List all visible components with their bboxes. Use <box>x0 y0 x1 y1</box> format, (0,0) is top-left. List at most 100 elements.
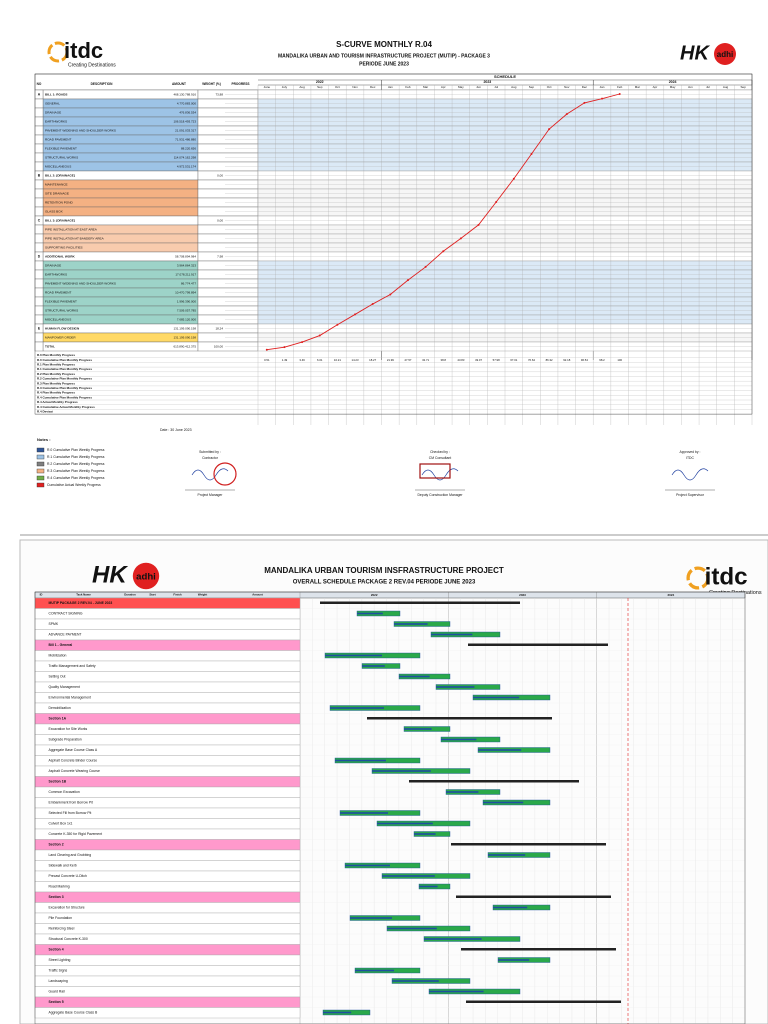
task-name: Landscaping <box>49 979 68 983</box>
task-name: Setting Out <box>49 675 66 679</box>
progress-row-label: R.4 Deviasi <box>37 410 53 414</box>
row-description: MAINTENANCE <box>45 182 68 186</box>
logo-circle <box>714 43 736 65</box>
row-amount: 7.685.120.000 <box>177 317 197 321</box>
signature-title: Project Supervisor <box>676 493 705 497</box>
s-curve-point <box>618 93 621 95</box>
task-name: Excavation for Structure <box>49 906 85 910</box>
gantt-progress <box>362 665 385 667</box>
gantt-progress <box>399 675 430 678</box>
s-curve-point <box>512 177 515 180</box>
signature-role: Checked by : <box>430 450 450 454</box>
month-label: Apr <box>441 85 446 89</box>
progress-value: 49.07 <box>475 358 482 362</box>
task-name: Section 1B <box>49 780 67 784</box>
row-description-cell <box>42 260 199 271</box>
row-description: EARTHWORKS <box>45 119 67 123</box>
row-description: BILL 1: ROADS <box>45 92 67 96</box>
gantt-row <box>34 923 301 935</box>
row-weight: 0,00 <box>217 218 223 222</box>
month-label: Aug <box>299 85 305 89</box>
row-description: MISCELLANEOUS <box>45 317 71 321</box>
row-amount: 131.199.090.198 <box>173 326 196 330</box>
gantt-progress <box>441 738 477 741</box>
logo-text: itdc <box>705 563 748 590</box>
legend-label: R.1 Cumulative Plan Weekly Progress <box>47 455 105 459</box>
task-name: Bill 1 - General <box>49 643 73 647</box>
gantt-progress <box>394 623 428 625</box>
gantt-progress <box>355 969 394 972</box>
row-description: EARTHWORKS <box>45 272 67 276</box>
row-amount: 4.972.531.174 <box>177 164 197 168</box>
progress-row-label: R.4 Actual Monthly Progress <box>37 400 78 404</box>
month-label: July <box>282 85 288 89</box>
row-description: GENERAL <box>45 101 60 105</box>
month-label: Sep <box>529 85 535 89</box>
row-cell <box>34 125 44 136</box>
progress-row-label: R.1 Plan Monthly Progress <box>37 363 75 367</box>
s-curve-point <box>442 250 445 253</box>
row-cell <box>34 332 44 343</box>
row-description: GLASS BOX <box>45 209 63 213</box>
row-cell <box>34 314 44 325</box>
signature-title: Deputy Construction Manager <box>417 493 463 497</box>
month-label: May <box>458 85 464 89</box>
title: S-CURVE MONTHLY R.04 <box>336 40 432 49</box>
column-header: PROGRESS <box>231 82 249 86</box>
logo-name: adhi <box>136 572 156 583</box>
month-label: Jul <box>706 85 710 89</box>
column-header: DESCRIPTION <box>91 82 113 86</box>
month-label: June <box>264 85 271 89</box>
gantt-column-header: Task Name <box>76 593 91 597</box>
s-curve-point <box>283 346 286 349</box>
table-header <box>34 73 753 91</box>
column-header: WEIGHT (%) <box>202 82 221 86</box>
progress-row-label: R.0 Cumulative Plan Monthly Progress <box>37 358 92 362</box>
gantt-progress <box>382 875 435 877</box>
progress-value: 92.18 <box>563 358 570 362</box>
gantt-progress <box>493 906 528 909</box>
stamp <box>213 462 237 486</box>
signature-scribble <box>191 468 229 481</box>
progress-value: 10.21 <box>334 358 341 362</box>
gantt-progress <box>377 822 433 825</box>
gantt-summary-bar <box>468 643 608 646</box>
row-description: PIPE INSTALLATION AT EAST AREA <box>45 227 98 231</box>
gantt-row <box>34 881 301 893</box>
month-label: Apr <box>653 85 658 89</box>
row-description: PAVEMENT WIDENING AND SHOULDER WORKS <box>45 281 116 285</box>
row-cell <box>34 143 44 154</box>
month-label: Jan <box>388 85 393 89</box>
logo-ring <box>47 41 69 63</box>
month-label: Aug <box>511 85 517 89</box>
row-description: ROAD PAVEMENT <box>45 290 71 294</box>
logo-name: adhi <box>717 50 733 59</box>
row-cell <box>34 179 44 190</box>
month-label: Mar <box>423 85 428 89</box>
gantt-year: 2022 <box>371 593 378 597</box>
gantt-column-header: Finish <box>173 593 182 597</box>
row-cell <box>34 260 44 271</box>
row-cell <box>34 188 44 199</box>
gantt-summary-bar <box>461 948 616 951</box>
row-description: RETENTION POND <box>45 200 73 204</box>
progress-value: 86.32 <box>546 358 553 362</box>
gantt-row <box>34 944 301 956</box>
logo-mark: HK <box>680 42 710 64</box>
progress-row-label: R.2 Plan Monthly Progress <box>37 372 75 376</box>
gantt-column-header: Amount <box>252 593 263 597</box>
task-name: Quality Management <box>49 685 80 689</box>
row-description: FLEXIBLE PAVEMENT <box>45 299 77 303</box>
progress-value: 98.2 <box>599 358 605 362</box>
progress-row-label: R.0 Plan Monthly Progress <box>37 353 75 357</box>
gantt-progress <box>345 864 390 867</box>
row-cell <box>34 287 44 298</box>
gantt-row <box>34 891 301 903</box>
row-description: ROAD PAVEMENT <box>45 137 71 141</box>
month-label: Dec <box>582 85 588 89</box>
signature-org: ITDC <box>686 456 694 460</box>
title: MANDALIKA URBAN TOURISM INSFRASTRUCTURE … <box>264 566 504 575</box>
legend-label: Cumulative Actual Weekly Progress <box>47 483 101 487</box>
task-name: Sidewalk and Kerb <box>49 864 77 868</box>
